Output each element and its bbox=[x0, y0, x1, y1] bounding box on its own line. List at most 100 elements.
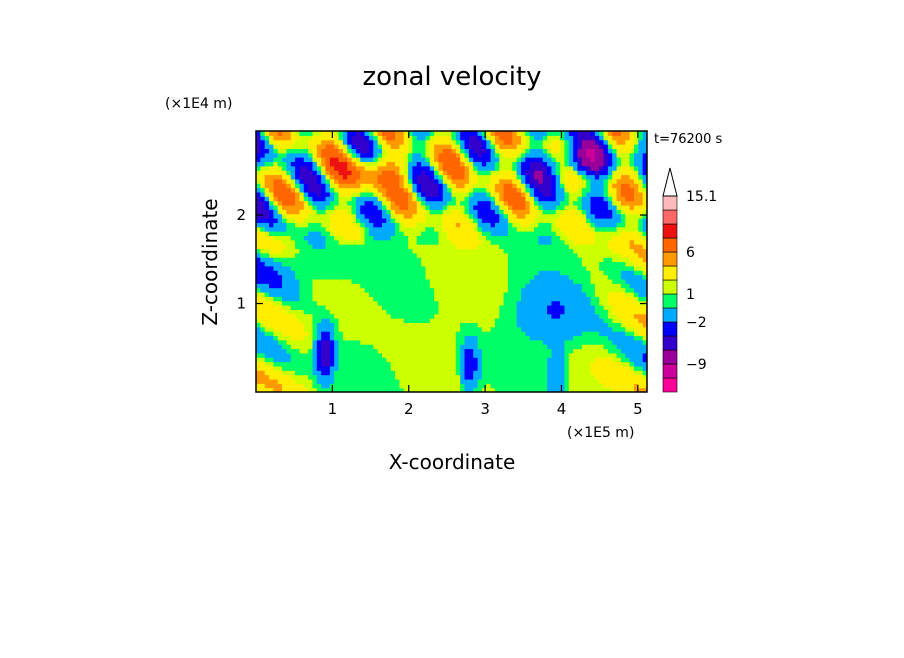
field-cell bbox=[521, 370, 526, 376]
field-cell bbox=[555, 144, 561, 149]
field-cell bbox=[290, 135, 296, 141]
field-cell bbox=[477, 309, 483, 315]
field-cell bbox=[355, 365, 361, 371]
field-cell bbox=[603, 152, 609, 158]
field-cell bbox=[290, 144, 296, 149]
field-cell bbox=[499, 144, 505, 149]
field-cell bbox=[499, 357, 505, 363]
field-cell bbox=[325, 335, 331, 341]
field-cell bbox=[329, 305, 335, 310]
field-cell bbox=[321, 131, 327, 136]
field-cell bbox=[599, 209, 605, 215]
field-cell bbox=[460, 331, 466, 337]
field-cell bbox=[534, 348, 539, 354]
field-cell bbox=[477, 209, 483, 215]
field-cell bbox=[560, 183, 566, 189]
field-cell bbox=[521, 204, 526, 210]
field-cell bbox=[473, 348, 479, 354]
field-cell bbox=[303, 339, 309, 345]
field-cell bbox=[264, 287, 270, 293]
field-cell bbox=[464, 191, 470, 197]
field-cell bbox=[412, 261, 418, 267]
field-cell bbox=[282, 231, 288, 236]
field-cell bbox=[381, 161, 387, 167]
field-cell bbox=[451, 152, 457, 158]
field-cell bbox=[312, 261, 318, 267]
field-cell bbox=[529, 209, 535, 215]
field-cell bbox=[442, 265, 448, 271]
field-cell bbox=[555, 244, 561, 250]
field-cell bbox=[299, 244, 305, 250]
field-cell bbox=[499, 383, 505, 389]
field-cell bbox=[390, 187, 396, 193]
field-cell bbox=[273, 265, 279, 271]
field-cell bbox=[338, 174, 344, 180]
field-cell bbox=[516, 196, 522, 202]
field-cell bbox=[303, 361, 309, 367]
field-cell bbox=[555, 261, 561, 267]
field-cell bbox=[603, 183, 609, 189]
field-cell bbox=[534, 226, 539, 232]
field-cell bbox=[586, 157, 592, 163]
field-cell bbox=[534, 174, 539, 180]
field-cell bbox=[612, 226, 618, 232]
field-cell bbox=[277, 365, 283, 371]
field-cell bbox=[477, 352, 483, 358]
field-cell bbox=[468, 344, 474, 350]
field-cell bbox=[551, 139, 557, 145]
field-cell bbox=[451, 183, 457, 189]
field-cell bbox=[364, 174, 370, 180]
field-cell bbox=[438, 152, 444, 158]
field-cell bbox=[547, 244, 553, 250]
field-cell bbox=[399, 313, 405, 319]
field-cell bbox=[560, 309, 566, 315]
field-cell bbox=[468, 331, 474, 337]
field-cell bbox=[269, 305, 274, 310]
field-cell bbox=[455, 187, 461, 193]
field-cell bbox=[412, 226, 418, 232]
field-cell bbox=[295, 200, 301, 206]
field-cell bbox=[321, 161, 327, 167]
field-cell bbox=[455, 387, 461, 392]
field-cell bbox=[451, 235, 457, 241]
field-cell bbox=[347, 326, 353, 332]
field-cell bbox=[460, 339, 466, 345]
field-cell bbox=[612, 387, 618, 392]
field-cell bbox=[438, 370, 444, 376]
field-cell bbox=[260, 178, 266, 184]
field-cell bbox=[473, 191, 479, 197]
field-cell bbox=[386, 344, 392, 350]
field-cell bbox=[568, 209, 574, 215]
field-cell bbox=[555, 204, 561, 210]
field-cell bbox=[321, 383, 327, 389]
field-cell bbox=[282, 135, 288, 141]
field-cell bbox=[325, 213, 331, 219]
field-cell bbox=[377, 383, 383, 389]
field-cell bbox=[421, 261, 427, 267]
field-cell bbox=[368, 313, 374, 319]
field-cell bbox=[403, 313, 409, 319]
field-cell bbox=[399, 257, 405, 263]
field-cell bbox=[512, 191, 518, 197]
field-cell bbox=[594, 326, 600, 332]
field-cell bbox=[442, 170, 448, 176]
field-cell bbox=[290, 139, 296, 145]
field-cell bbox=[329, 200, 335, 206]
field-cell bbox=[442, 370, 448, 376]
field-cell bbox=[286, 318, 292, 323]
field-cell bbox=[451, 231, 457, 236]
field-cell bbox=[368, 209, 374, 215]
field-cell bbox=[577, 378, 583, 384]
field-cell bbox=[494, 191, 500, 197]
field-cell bbox=[547, 218, 553, 223]
field-cell bbox=[334, 226, 340, 232]
field-cell bbox=[260, 161, 266, 167]
field-cell bbox=[321, 183, 327, 189]
field-cell bbox=[577, 218, 583, 223]
field-cell bbox=[460, 387, 466, 392]
field-cell bbox=[473, 352, 479, 358]
field-cell bbox=[286, 270, 292, 276]
field-cell bbox=[412, 248, 418, 254]
field-cell bbox=[303, 148, 309, 154]
field-cell bbox=[594, 322, 600, 328]
